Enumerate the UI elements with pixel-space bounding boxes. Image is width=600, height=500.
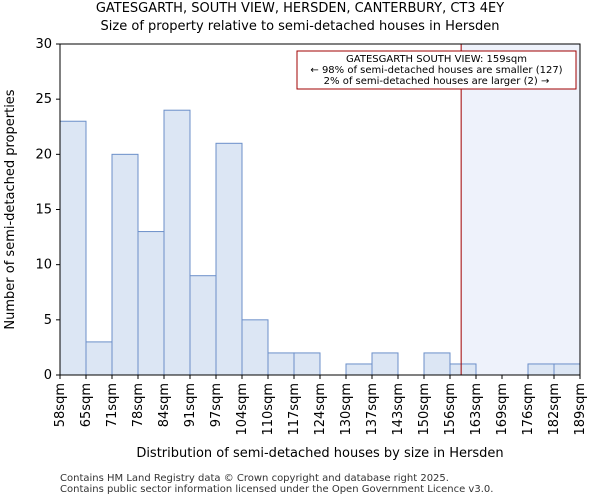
x-tick-label-84sqm: 84sqm bbox=[157, 383, 172, 427]
bar-110sqm bbox=[267, 352, 295, 376]
y-axis-label: Number of semi-detached properties bbox=[3, 89, 18, 329]
bar-78sqm bbox=[137, 231, 165, 376]
x-tick-label-150sqm: 150sqm bbox=[417, 383, 432, 436]
x-tick-label-156sqm: 156sqm bbox=[443, 383, 458, 436]
x-tick-label-110sqm: 110sqm bbox=[261, 383, 276, 436]
footer-copyright: Contains HM Land Registry data © Crown c… bbox=[60, 473, 449, 484]
x-tick-label-143sqm: 143sqm bbox=[391, 383, 406, 436]
x-tick-label-182sqm: 182sqm bbox=[547, 383, 562, 436]
y-tick-label-30: 30 bbox=[35, 37, 52, 52]
highlight-region bbox=[461, 44, 580, 375]
x-axis-label: Distribution of semi-detached houses by … bbox=[136, 446, 503, 461]
bar-176sqm bbox=[527, 363, 555, 376]
x-tick-label-189sqm: 189sqm bbox=[573, 383, 588, 436]
bar-130sqm bbox=[345, 363, 373, 376]
y-tick-label-10: 10 bbox=[35, 258, 52, 273]
bar-137sqm bbox=[371, 352, 399, 376]
x-tick-label-169sqm: 169sqm bbox=[495, 383, 510, 436]
bar-104sqm bbox=[241, 319, 269, 376]
x-tick-label-137sqm: 137sqm bbox=[365, 383, 380, 436]
x-tick-label-130sqm: 130sqm bbox=[339, 383, 354, 436]
bar-156sqm bbox=[449, 363, 477, 376]
x-tick-label-71sqm: 71sqm bbox=[105, 383, 120, 427]
annotation-line-1: GATESGARTH SOUTH VIEW: 159sqm bbox=[346, 54, 527, 65]
bar-182sqm bbox=[553, 363, 581, 376]
bar-58sqm bbox=[59, 120, 87, 376]
y-tick-label-20: 20 bbox=[35, 147, 52, 162]
y-tick-label-15: 15 bbox=[35, 203, 52, 218]
bar-84sqm bbox=[163, 109, 191, 376]
annotation-box bbox=[296, 50, 577, 90]
x-tick-label-91sqm: 91sqm bbox=[183, 383, 198, 427]
x-tick-label-117sqm: 117sqm bbox=[287, 383, 302, 436]
x-tick-label-176sqm: 176sqm bbox=[521, 383, 536, 436]
bar-65sqm bbox=[85, 341, 113, 376]
y-tick-label-25: 25 bbox=[35, 92, 52, 107]
bar-150sqm bbox=[423, 352, 451, 376]
x-tick-label-124sqm: 124sqm bbox=[313, 383, 328, 436]
annotation-line-3: 2% of semi-detached houses are larger (2… bbox=[324, 76, 550, 87]
bar-97sqm bbox=[215, 142, 243, 376]
chart-title: GATESGARTH, SOUTH VIEW, HERSDEN, CANTERB… bbox=[95, 1, 505, 16]
x-tick-label-58sqm: 58sqm bbox=[53, 383, 68, 427]
footer-licence: Contains public sector information licen… bbox=[60, 484, 494, 495]
annotation-line-2: ← 98% of semi-detached houses are smalle… bbox=[310, 65, 562, 76]
y-tick-label-0: 0 bbox=[44, 368, 52, 383]
bar-71sqm bbox=[111, 153, 139, 376]
x-tick-label-104sqm: 104sqm bbox=[235, 383, 250, 436]
x-tick-label-97sqm: 97sqm bbox=[209, 383, 224, 427]
x-tick-label-65sqm: 65sqm bbox=[79, 383, 94, 427]
bar-91sqm bbox=[189, 275, 217, 376]
x-tick-label-78sqm: 78sqm bbox=[131, 383, 146, 427]
x-tick-label-163sqm: 163sqm bbox=[469, 383, 484, 436]
y-tick-label-5: 5 bbox=[44, 313, 52, 328]
chart-subtitle: Size of property relative to semi-detach… bbox=[100, 19, 500, 34]
bar-117sqm bbox=[293, 352, 321, 376]
